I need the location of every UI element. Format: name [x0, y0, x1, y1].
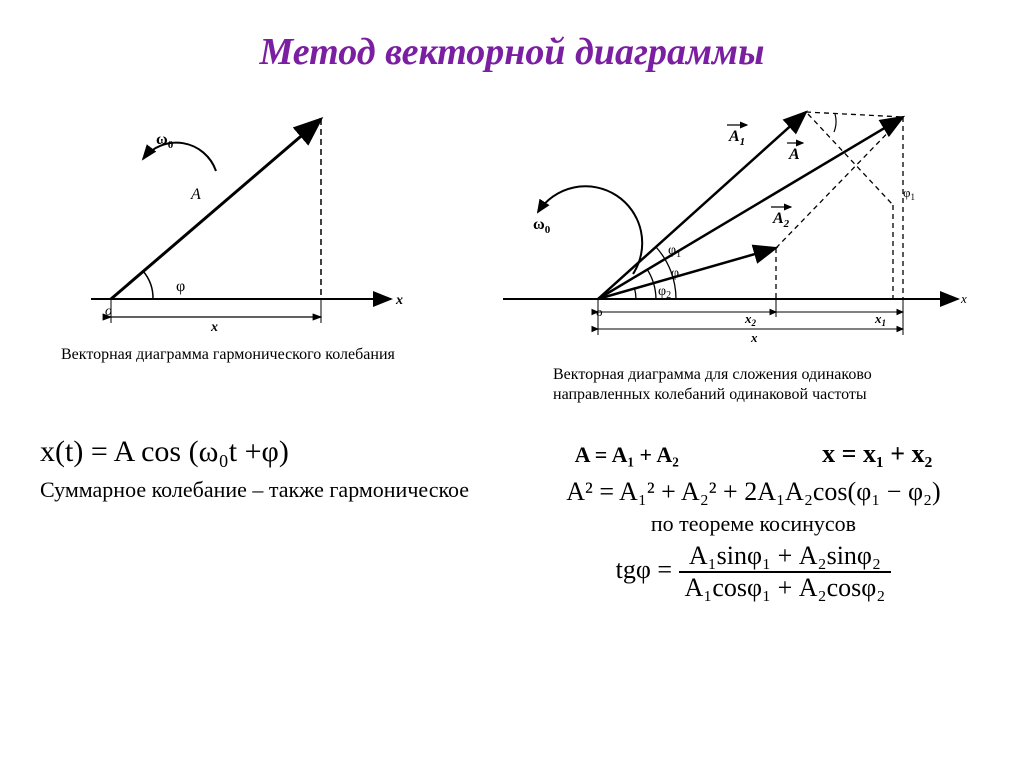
eq-xx: x = x₁ + x₂ [822, 439, 932, 469]
right-diagram-svg: A1 A A2 ω0 φ1 φ φ2 φ1 o x x2 x1 x [493, 99, 973, 359]
x-axis-label: x [960, 291, 967, 306]
origin-label: o [105, 304, 112, 319]
equations-block: x(t) = A cos (ω₀t +φ) Суммарное колебани… [20, 435, 1004, 607]
angle-phi-arc [143, 271, 153, 299]
arc-phi2 [635, 289, 637, 300]
phi-label: φ [671, 266, 679, 281]
tg-num: A₁sinφ₁ + A₂sinφ₂ [679, 541, 892, 573]
A2-vec-label: A2 [771, 207, 791, 230]
tg-den: A₁cosφ₁ + A₂cosφ₂ [679, 573, 892, 603]
eq-xt: x(t) = A cos (ω₀t +φ) [40, 435, 473, 469]
svg-text:A1: A1 [728, 128, 745, 148]
eq-tg: tgφ = A₁sinφ₁ + A₂sinφ₂ A₁cosφ₁ + A₂cosφ… [503, 541, 1004, 603]
phi-label: φ [176, 278, 185, 295]
omega0-label: ω0 [156, 131, 174, 151]
left-figure: ω0 A φ o x x Векторная диаграмма гармони… [51, 99, 411, 405]
x-dim-label: x [750, 330, 758, 345]
right-figure: A1 A A2 ω0 φ1 φ φ2 φ1 o x x2 x1 x Вектор… [493, 99, 973, 405]
left-note: Суммарное колебание – также гармоническо… [40, 477, 473, 503]
x-dim-label: x [210, 320, 218, 335]
page-title: Метод векторной диаграммы [20, 30, 1004, 74]
eq-AA: A = A₁ + A₂ [575, 442, 679, 468]
vector-A [111, 119, 321, 299]
omega0-label: ω0 [533, 216, 551, 236]
arc-phi1-small [834, 114, 836, 132]
x1-dim-label: x1 [874, 311, 886, 328]
dash-A2copy [808, 114, 893, 205]
phi2-label: φ2 [658, 284, 671, 301]
left-caption: Векторная диаграмма гармонического колеб… [61, 345, 401, 365]
left-diagram-svg: ω0 A φ o x x [51, 99, 411, 339]
phi1-label: φ1 [668, 243, 681, 260]
right-equations: A = A₁ + A₂ x = x₁ + x₂ A² = A₁² + A₂² +… [503, 435, 1004, 607]
svg-text:A2: A2 [772, 210, 790, 230]
vector-A [598, 117, 903, 299]
x2-dim-label: x2 [744, 311, 757, 328]
cos-note: по теореме косинусов [503, 511, 1004, 537]
A1-vec-label: A1 [727, 125, 747, 148]
eq-Asq: A² = A₁² + A₂² + 2A₁A₂cos(φ₁ − φ₂) [503, 477, 1004, 507]
omega-arc [143, 143, 216, 171]
figures-row: ω0 A φ o x x Векторная диаграмма гармони… [20, 99, 1004, 405]
left-equations: x(t) = A cos (ω₀t +φ) Суммарное колебани… [20, 435, 473, 607]
origin-label: o [596, 304, 603, 319]
x-axis-label: x [395, 293, 403, 308]
A-vec-label: A [787, 143, 803, 163]
omega-arc [538, 186, 642, 274]
right-caption: Векторная диаграмма для сложения одинако… [553, 365, 913, 405]
phi1-small-label: φ1 [903, 185, 915, 202]
svg-text:A: A [788, 146, 800, 163]
tg-prefix: tgφ = [616, 555, 672, 584]
A-label: A [190, 186, 201, 203]
dash-top [806, 112, 903, 117]
